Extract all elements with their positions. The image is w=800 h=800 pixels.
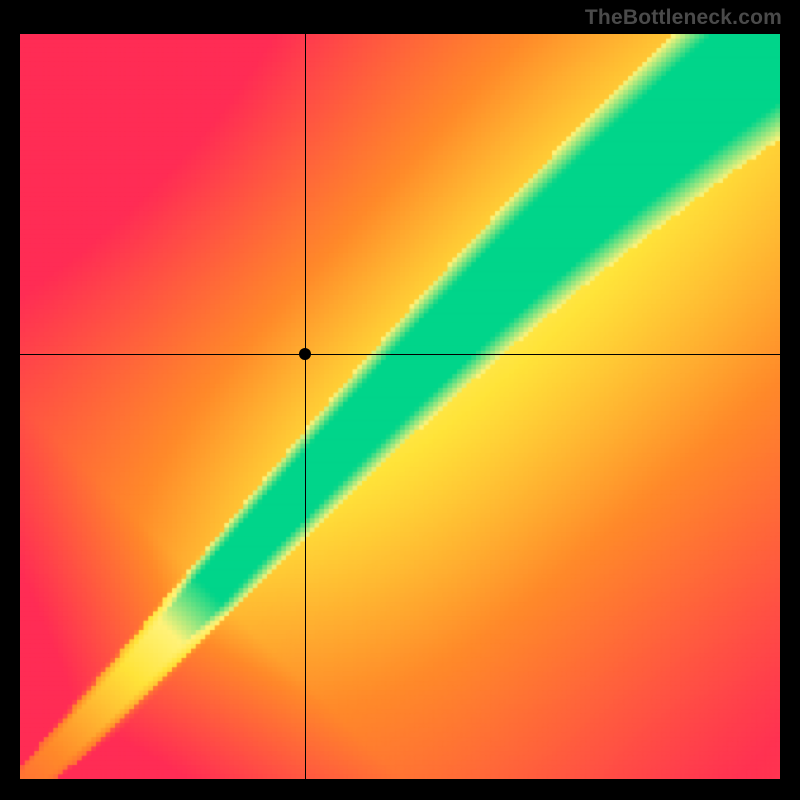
crosshair-horizontal <box>20 354 780 355</box>
chart-container: TheBottleneck.com <box>0 0 800 800</box>
crosshair-marker <box>299 348 311 360</box>
crosshair-vertical <box>305 34 306 779</box>
heatmap-canvas <box>20 34 780 779</box>
plot-area <box>20 34 780 779</box>
watermark-text: TheBottleneck.com <box>585 6 782 30</box>
